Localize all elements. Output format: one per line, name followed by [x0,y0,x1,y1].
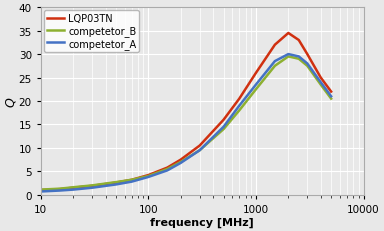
competetor_B [129,179,134,181]
LQP03TN [129,179,134,181]
competetor_A [318,82,323,84]
competetor_A [71,188,76,191]
competetor_A [146,176,151,179]
competetor_B [71,186,76,189]
Line: competetor_B: competetor_B [41,57,331,190]
LQP03TN [58,188,62,191]
competetor_A [329,95,333,98]
competetor_B [296,58,301,61]
competetor_B [179,161,183,164]
LQP03TN [318,77,323,79]
competetor_A [296,56,301,58]
competetor_A [305,63,310,66]
LQP03TN [305,53,310,56]
competetor_B [58,188,62,190]
LQP03TN [179,158,183,161]
LQP03TN [165,167,170,169]
competetor_B [254,88,258,91]
competetor_B [286,56,291,58]
LQP03TN [114,181,118,184]
competetor_A [179,162,183,164]
LQP03TN [286,32,291,35]
LQP03TN [273,44,277,47]
competetor_A [273,61,277,63]
competetor_B [114,181,118,184]
competetor_B [329,98,333,100]
competetor_A [286,53,291,56]
competetor_A [197,149,202,152]
competetor_B [38,188,43,191]
LQP03TN [296,40,301,42]
competetor_B [221,128,226,131]
LQP03TN [38,189,43,192]
Line: competetor_A: competetor_A [41,55,331,192]
LQP03TN [71,186,76,189]
competetor_A [38,190,43,193]
competetor_B [146,175,151,178]
LQP03TN [90,185,94,187]
competetor_B [90,184,94,187]
LQP03TN [237,98,242,100]
competetor_A [90,186,94,189]
competetor_A [129,180,134,183]
LQP03TN [146,174,151,177]
LQP03TN [254,72,258,75]
LQP03TN [221,119,226,122]
Legend: LQP03TN, competetor_B, competetor_A: LQP03TN, competetor_B, competetor_A [44,11,139,52]
LQP03TN [329,91,333,94]
competetor_A [58,189,62,192]
competetor_B [165,168,170,171]
competetor_A [254,84,258,87]
competetor_B [197,149,202,152]
competetor_A [114,183,118,186]
competetor_A [165,169,170,172]
competetor_B [273,65,277,68]
competetor_B [305,65,310,68]
X-axis label: frequency [MHz]: frequency [MHz] [150,217,254,227]
competetor_A [237,105,242,108]
competetor_B [318,84,323,87]
competetor_A [221,126,226,129]
Y-axis label: Q: Q [4,97,17,106]
Line: LQP03TN: LQP03TN [41,34,331,190]
LQP03TN [197,145,202,147]
competetor_B [237,109,242,112]
